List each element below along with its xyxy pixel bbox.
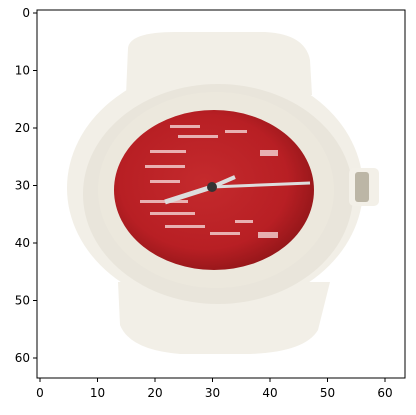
axes-frame [36,9,406,379]
plot-axes: 0 10 20 30 40 50 60 0 10 20 30 40 50 60 [15,6,406,400]
x-tick-label: 40 [262,386,277,400]
dial-markings [140,125,278,238]
watch-image [37,10,405,378]
hand-hub [207,182,217,192]
y-tick-label: 30 [15,179,30,193]
x-tick-label: 50 [320,386,335,400]
x-tick-label: 60 [377,386,392,400]
y-tick-label: 0 [22,6,30,20]
y-tick-label: 60 [15,351,30,365]
x-tick-label: 20 [147,386,162,400]
x-tick-label: 0 [36,386,44,400]
y-tick-label: 50 [15,294,30,308]
y-axis: 0 10 20 30 40 50 60 [15,6,37,365]
y-tick-label: 20 [15,121,30,135]
y-tick-label: 10 [15,64,30,78]
x-tick-label: 10 [90,386,105,400]
x-axis: 0 10 20 30 40 50 60 [36,378,393,400]
watch-hands [164,175,311,205]
y-tick-label: 40 [15,236,30,250]
x-tick-label: 30 [205,386,220,400]
